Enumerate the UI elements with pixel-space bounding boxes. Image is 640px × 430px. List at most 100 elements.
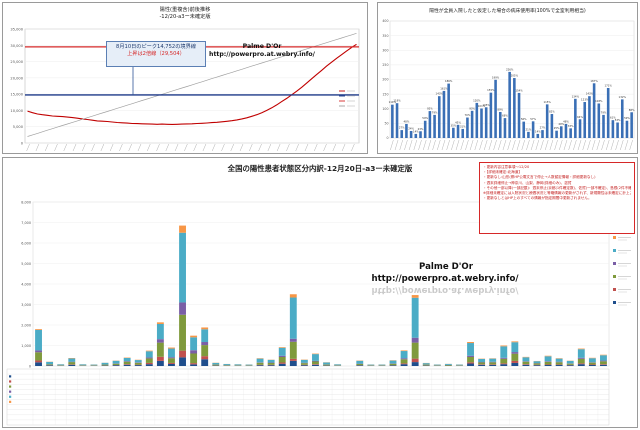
positive-count-line — [27, 43, 357, 125]
x-tick-label — [351, 143, 355, 152]
x-tick-label — [432, 139, 436, 151]
bar-value-label: 120% — [473, 98, 481, 102]
stacked-segment — [300, 363, 308, 365]
y-tick-label: 250 — [382, 63, 388, 67]
stacked-segment — [267, 362, 275, 365]
x-tick-label — [258, 143, 262, 152]
stacked-segment — [201, 342, 209, 346]
stacked-segment — [289, 294, 297, 298]
y-tick-label: 6,000 — [21, 241, 31, 245]
stacked-segment — [278, 363, 286, 366]
stacked-segment — [600, 361, 607, 365]
stacked-segment — [289, 341, 297, 359]
usage-bar — [391, 104, 394, 138]
usage-bar — [620, 99, 624, 138]
bar-value-label: 82% — [549, 110, 555, 114]
x-tick-label — [394, 139, 399, 151]
stacked-segment — [134, 365, 142, 366]
usage-bar — [452, 127, 455, 138]
stacked-segment — [533, 361, 541, 364]
stacked-segment — [312, 360, 319, 362]
x-tick-label — [295, 143, 299, 152]
bar-value-label: 88% — [629, 108, 635, 112]
y-tick-label: 350 — [382, 34, 388, 38]
usage-bar — [461, 128, 465, 138]
usage-bar — [536, 133, 540, 138]
usage-bar — [428, 111, 432, 138]
bar-value-label: 186% — [445, 79, 453, 83]
stacked-segment — [179, 357, 186, 366]
update-note: ・更新なし:山形(県HP公電文言で停止→人数暫定情報・詳細更新なし) — [483, 175, 596, 180]
bar-value-label: 114% — [389, 100, 397, 104]
stacked-segment — [179, 314, 186, 351]
x-tick-label — [100, 143, 105, 152]
usage-bar — [616, 122, 619, 138]
stacked-segment — [168, 358, 175, 363]
x-tick-label — [54, 143, 58, 152]
legend-swatch — [613, 288, 616, 291]
peak-annotation-box: 8月10日のピーク14,752の境界線 上昇は2倍線（29,504） — [106, 41, 206, 67]
data-table — [6, 368, 610, 426]
bar-value-label: 57% — [530, 117, 536, 121]
x-tick-label — [554, 139, 558, 151]
usage-bar — [489, 92, 493, 138]
stacked-segment — [68, 364, 76, 366]
x-tick-label — [488, 139, 493, 151]
stacked-segment — [168, 362, 175, 364]
bar-value-label: 64% — [577, 115, 583, 119]
x-tick-label — [484, 139, 488, 151]
stacked-segment — [289, 360, 297, 367]
stacked-segment — [201, 359, 209, 366]
usage-bar — [555, 130, 558, 138]
usage-bar — [564, 123, 568, 138]
stacked-segment — [489, 362, 497, 365]
x-tick-label — [137, 143, 142, 152]
bar-value-label: 56% — [521, 117, 527, 121]
update-note: ・更新内容注意事項～12/20 — [483, 165, 530, 169]
stacked-segment — [312, 364, 319, 365]
x-tick-label — [460, 139, 464, 151]
stacked-segment — [112, 360, 120, 364]
stacked-segment — [433, 364, 441, 366]
stacked-segment — [478, 364, 486, 365]
bar-value-label: 40% — [558, 122, 564, 126]
peak-annotation-line1: 8月10日のピーク14,752の境界線 — [116, 44, 196, 50]
usage-bar — [569, 128, 572, 138]
x-tick-label — [620, 139, 624, 151]
stacked-segment — [68, 358, 76, 362]
stacked-segment — [422, 364, 430, 366]
stacked-segment — [134, 360, 142, 363]
stacked-segment — [256, 362, 264, 365]
y-tick-label: 200 — [382, 78, 388, 82]
bar-value-label: 155% — [487, 88, 495, 92]
stacked-segment — [566, 365, 574, 366]
x-tick-label — [516, 139, 521, 151]
y-tick-label: 3,000 — [21, 303, 31, 307]
bar-value-label: 24% — [408, 126, 414, 130]
usage-bar — [611, 120, 615, 138]
trend-line — [27, 32, 357, 137]
usage-bar — [470, 110, 474, 138]
stacked-segment — [57, 364, 65, 366]
x-tick-label — [606, 139, 610, 151]
usage-bar — [522, 121, 526, 138]
bar-value-label: 92% — [427, 107, 433, 111]
stacked-segment — [190, 350, 198, 354]
usage-bar — [513, 78, 516, 138]
x-tick-label — [610, 139, 615, 151]
stacked-segment — [35, 350, 42, 353]
x-tick-label — [230, 143, 234, 152]
x-tick-label — [624, 139, 629, 151]
stacked-segment — [168, 347, 175, 349]
stacked-segment — [145, 357, 153, 359]
stacked-segment — [489, 358, 497, 362]
usage-bar — [437, 96, 441, 138]
stacked-segment — [467, 356, 474, 363]
y-tick-label: 50 — [384, 122, 388, 126]
table-row-swatch — [9, 380, 12, 383]
stacked-segment — [190, 337, 198, 351]
y-tick-label: 0 — [29, 364, 31, 368]
bar-value-label: 154% — [515, 88, 523, 92]
bar-value-label: 187% — [590, 79, 598, 83]
y-tick-label: 10,000 — [10, 109, 23, 113]
